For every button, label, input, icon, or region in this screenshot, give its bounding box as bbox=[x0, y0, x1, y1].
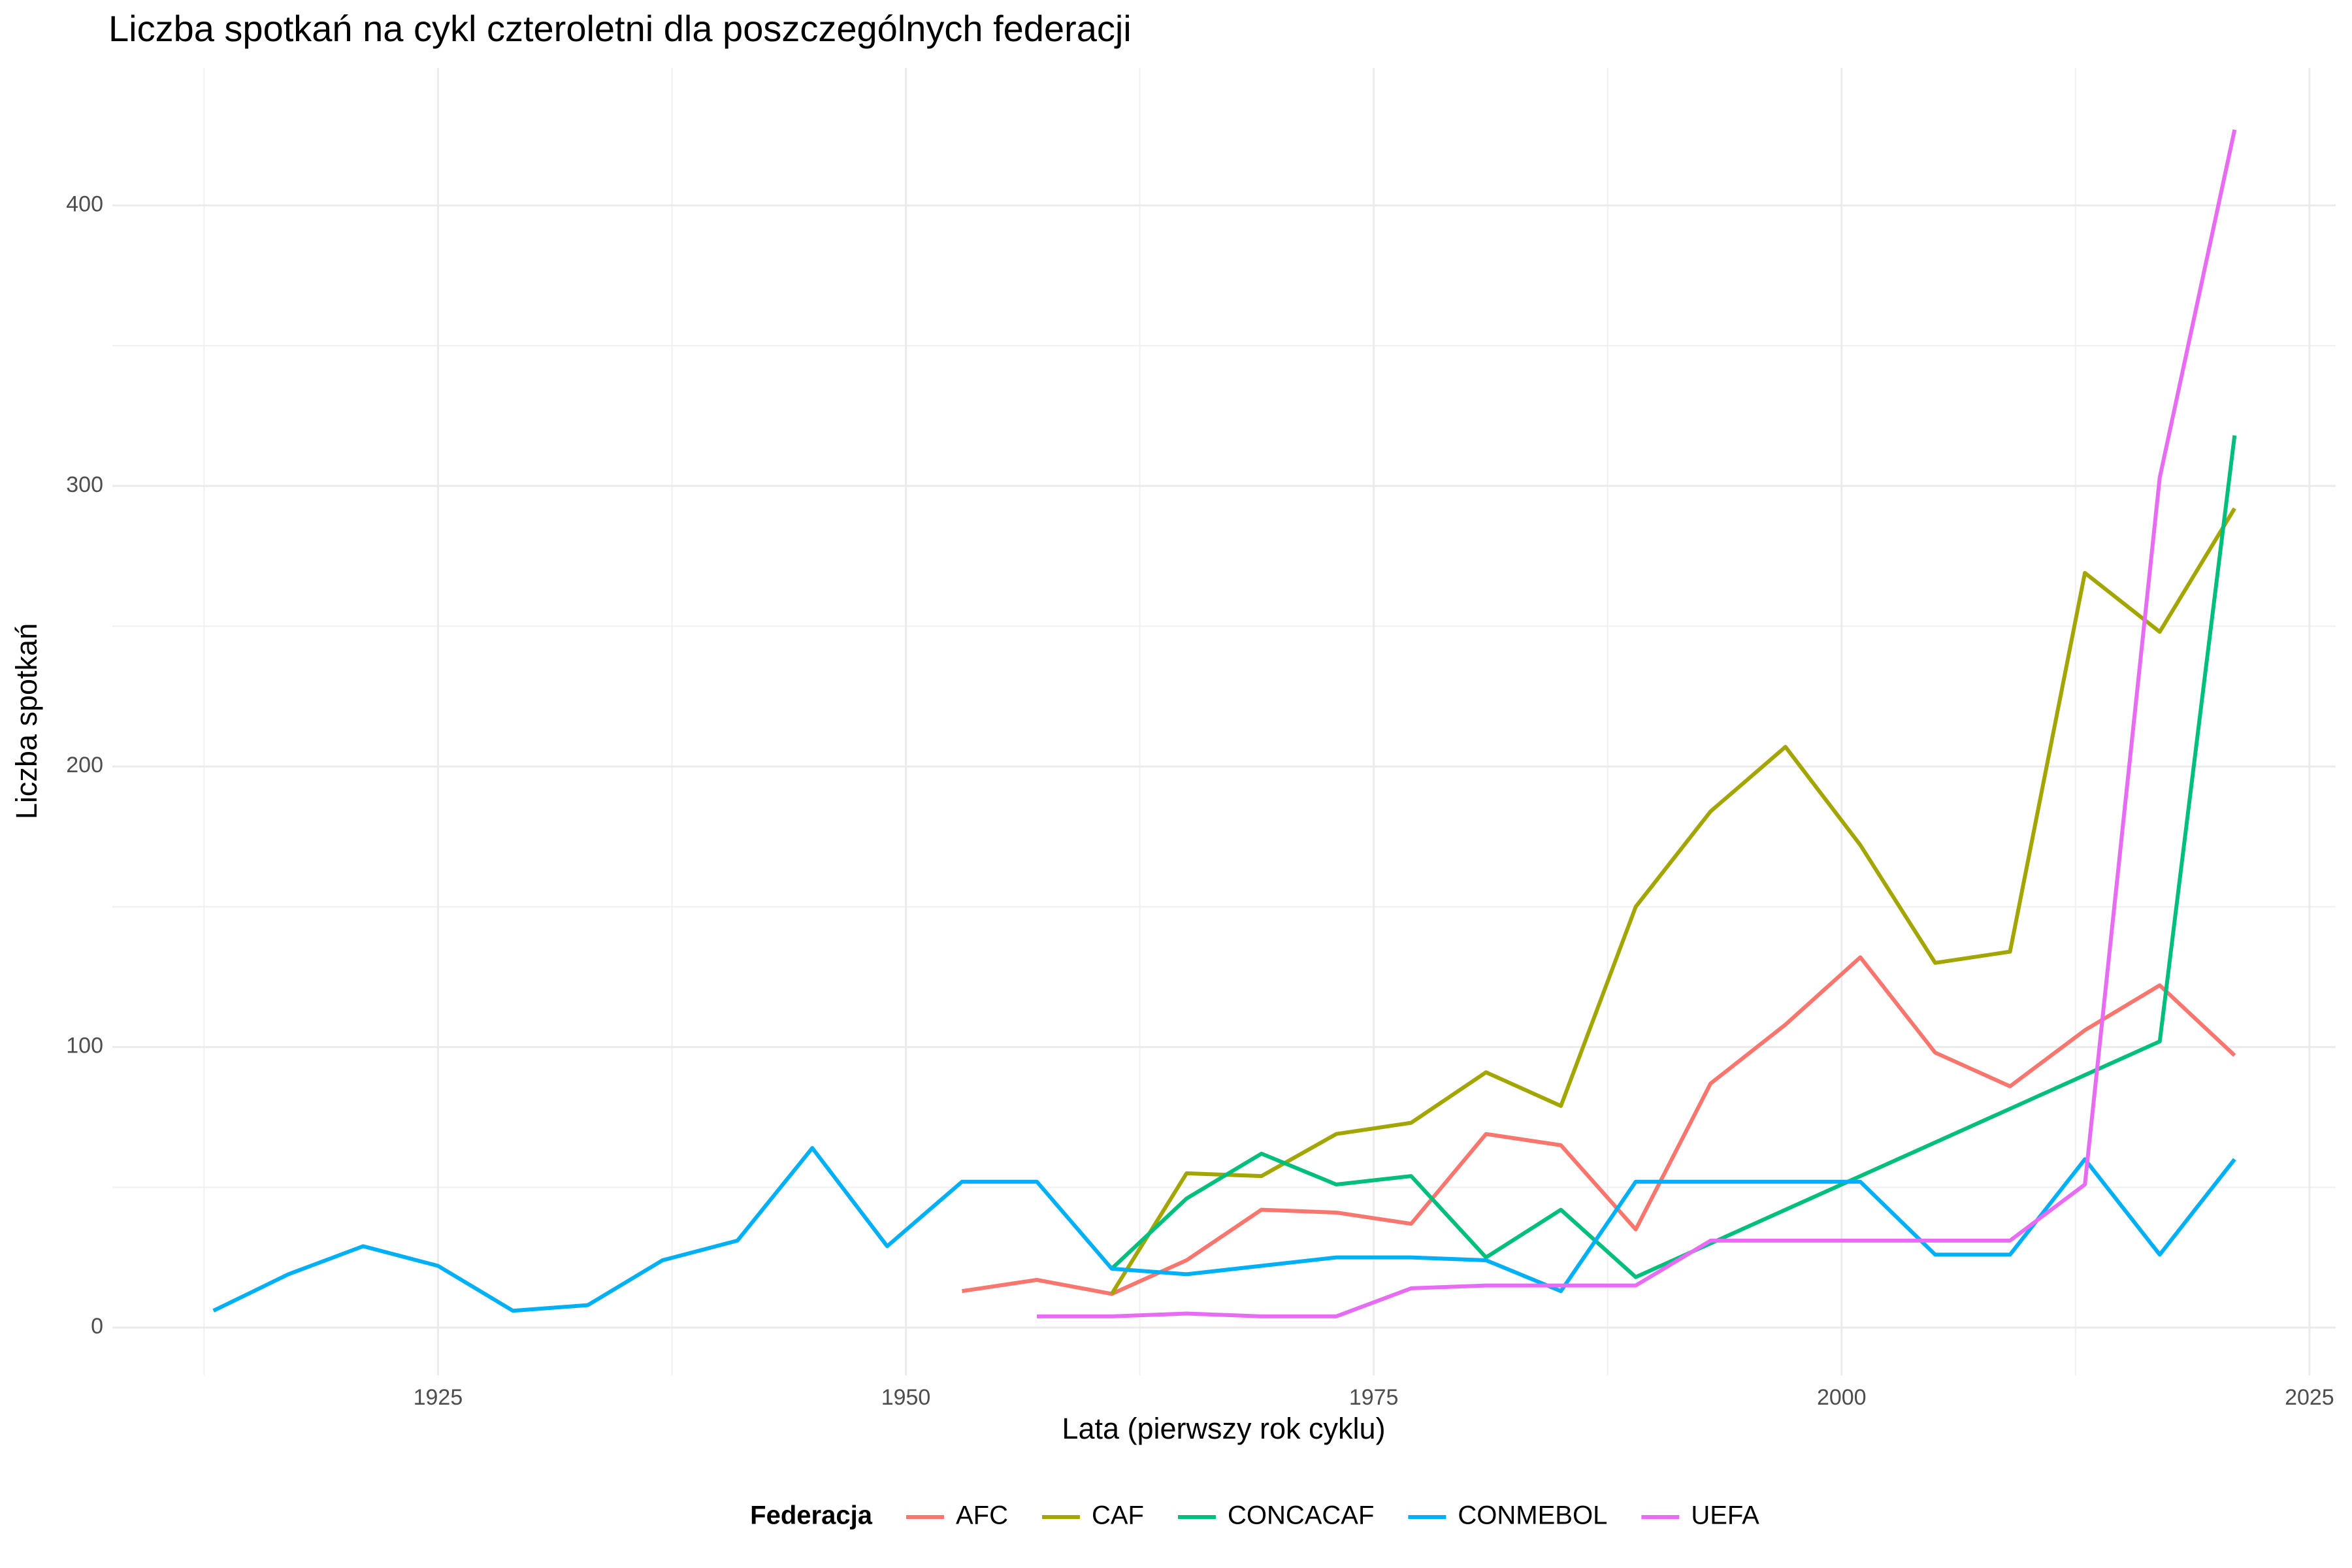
x-tick-label: 2000 bbox=[1817, 1385, 1867, 1410]
chart-title: Liczba spotkań na cykl czteroletni dla p… bbox=[108, 8, 1132, 49]
legend-label: UEFA bbox=[1691, 1501, 1759, 1530]
y-tick-label: 100 bbox=[66, 1034, 103, 1058]
data-line bbox=[212, 1146, 2236, 1313]
x-tick-label: 1925 bbox=[414, 1385, 463, 1410]
x-tick-label: 2025 bbox=[2285, 1385, 2334, 1410]
legend-label: CONCACAF bbox=[1228, 1501, 1374, 1530]
y-axis-title: Liczba spotkań bbox=[10, 623, 43, 819]
data-line bbox=[1110, 435, 2237, 1279]
x-tick-label: 1950 bbox=[881, 1385, 931, 1410]
y-tick-label: 0 bbox=[91, 1314, 103, 1339]
data-line bbox=[962, 955, 2236, 1296]
data-line bbox=[1110, 507, 2236, 1296]
data-line bbox=[1037, 129, 2237, 1318]
x-tick-label: 1975 bbox=[1349, 1385, 1399, 1410]
legend-label: CAF bbox=[1092, 1501, 1144, 1530]
legend-label: AFC bbox=[956, 1501, 1008, 1530]
legend-label: CONMEBOL bbox=[1458, 1501, 1607, 1530]
y-tick-label: 300 bbox=[66, 472, 103, 497]
y-tick-label: 400 bbox=[66, 191, 103, 216]
x-axis-title: Lata (pierwszy rok cyklu) bbox=[1062, 1412, 1385, 1445]
legend-title: Federacja bbox=[750, 1501, 873, 1530]
y-tick-label: 200 bbox=[66, 753, 103, 777]
